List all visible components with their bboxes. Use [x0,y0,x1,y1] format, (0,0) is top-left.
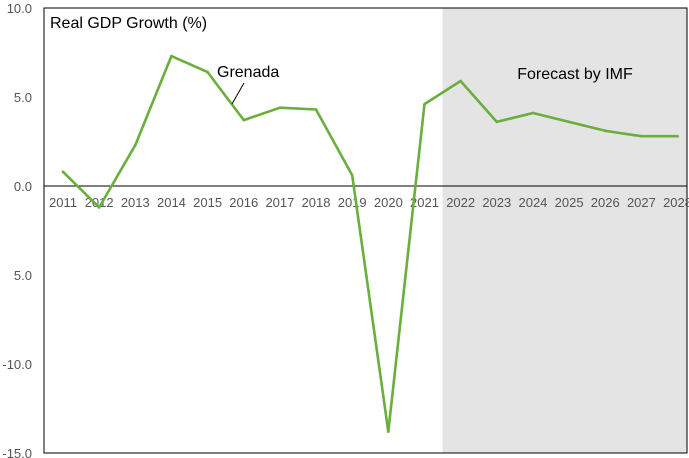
data-point [134,143,137,147]
data-point [567,120,571,124]
x-tick-label: 2013 [121,195,150,210]
data-point [61,170,65,174]
y-tick-label: -15.0 [2,446,32,458]
y-tick-label: 5.0 [14,268,32,283]
data-point [170,54,173,58]
y-tick-label: -10.0 [2,357,32,372]
x-tick-label: 2016 [229,195,258,210]
data-point [676,134,679,138]
x-tick-label: 2011 [49,195,77,210]
x-tick-label: 2027 [627,195,656,210]
chart-title: Real GDP Growth (%) [50,15,207,32]
y-tick-label: 5.0 [14,90,32,105]
data-point [423,102,426,106]
x-tick-label: 2021 [410,195,439,210]
series-label-leader [231,82,245,105]
x-tick-label: 2025 [555,195,584,210]
data-point [350,174,354,177]
y-tick-label: 10.0 [7,1,32,16]
data-point [278,106,282,109]
x-tick-label: 2014 [157,195,186,210]
x-tick-label: 2015 [193,195,222,210]
data-point [495,120,499,124]
x-tick-label: 2023 [482,195,511,210]
x-tick-label: 2022 [446,195,475,210]
data-point [640,134,643,138]
forecast-label: Forecast by IMF [517,66,633,83]
data-point [531,111,535,115]
data-point [314,108,318,111]
x-tick-label: 2018 [302,195,331,210]
y-tick-label: 0.0 [14,179,32,194]
data-point [97,206,101,209]
x-tick-label: 2020 [374,195,403,210]
data-point [459,79,462,83]
series-line-grenada [61,54,679,433]
data-point [242,118,246,122]
series-label-grenada: Grenada [217,64,279,81]
plot-frame [43,7,688,454]
data-point [387,430,390,433]
data-point [206,70,209,74]
x-tick-label: 2026 [591,195,620,210]
x-tick-label: 2019 [338,195,367,210]
forecast-region [442,8,687,453]
x-tick-label: 2024 [518,195,547,210]
data-point [603,129,607,133]
x-tick-label: 2017 [265,195,294,210]
x-tick-label: 2028 [663,195,689,210]
